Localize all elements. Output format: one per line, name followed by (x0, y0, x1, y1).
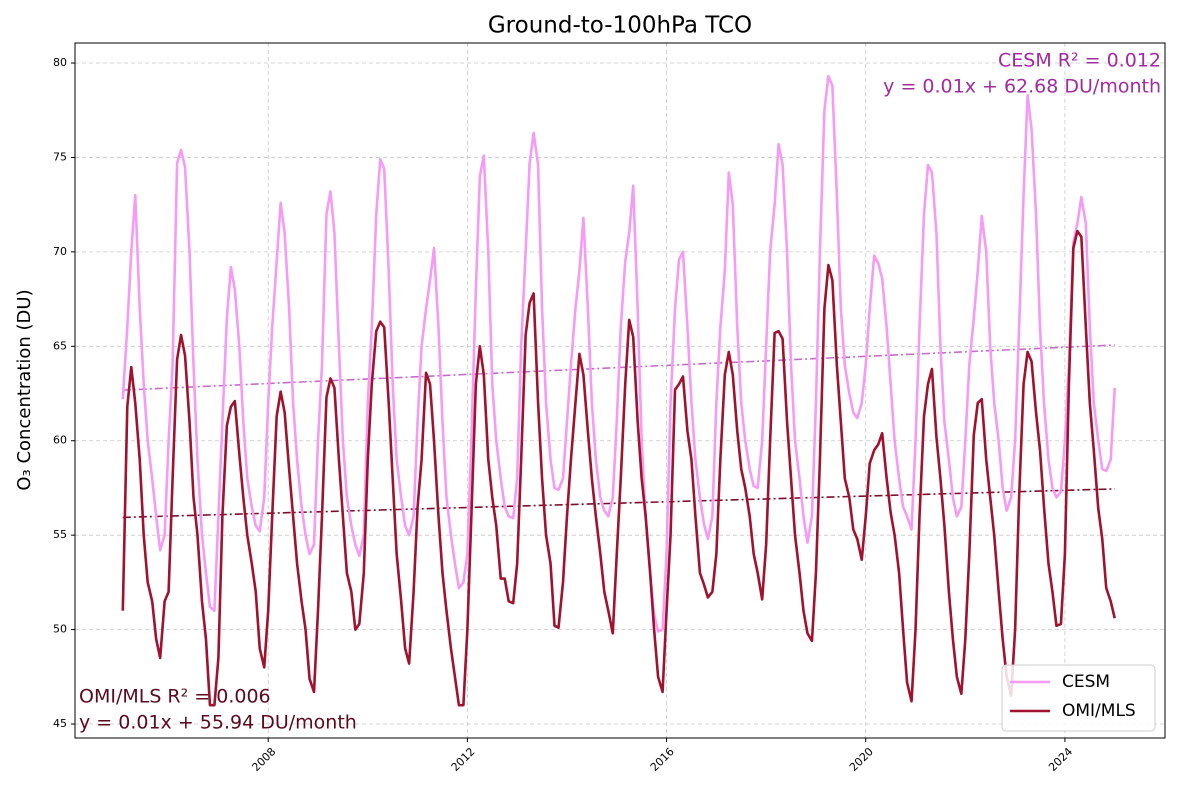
x-tick-label: 2016 (648, 745, 677, 774)
y-tick-label: 55 (53, 528, 67, 541)
y-tick-label: 80 (53, 56, 67, 69)
legend-label: OMI/MLS (1062, 701, 1136, 721)
series-line (121, 229, 1116, 707)
trend-r2-label: CESM R² = 0.012 (998, 50, 1161, 72)
y-axis-label: O₃ Concentration (DU) (14, 289, 35, 490)
y-tick-label: 45 (53, 717, 67, 730)
x-tick-label: 2020 (847, 745, 876, 774)
series-line (121, 74, 1117, 633)
y-tick-label: 75 (53, 150, 67, 163)
y-tick-label: 50 (53, 623, 67, 636)
x-tick-label: 2012 (449, 745, 478, 774)
legend-label: CESM (1062, 672, 1110, 692)
trend-equation: y = 0.01x + 55.94 DU/month (79, 712, 357, 734)
legend: CESM OMI/MLS (1001, 664, 1156, 732)
y-tick-label: 70 (53, 245, 67, 258)
grid (75, 43, 1165, 738)
chart-title: Ground-to-100hPa TCO (488, 13, 752, 39)
y-tick-label: 65 (53, 339, 67, 352)
x-tick-label: 2024 (1046, 745, 1075, 774)
trend-r2-label: OMI/MLS R² = 0.006 (79, 686, 271, 708)
y-tick-label: 60 (53, 434, 67, 447)
axes-frame (74, 42, 1166, 739)
x-tick-label: 2008 (249, 745, 278, 774)
plot-area (121, 74, 1117, 707)
trend-equation: y = 0.01x + 62.68 DU/month (883, 76, 1161, 98)
